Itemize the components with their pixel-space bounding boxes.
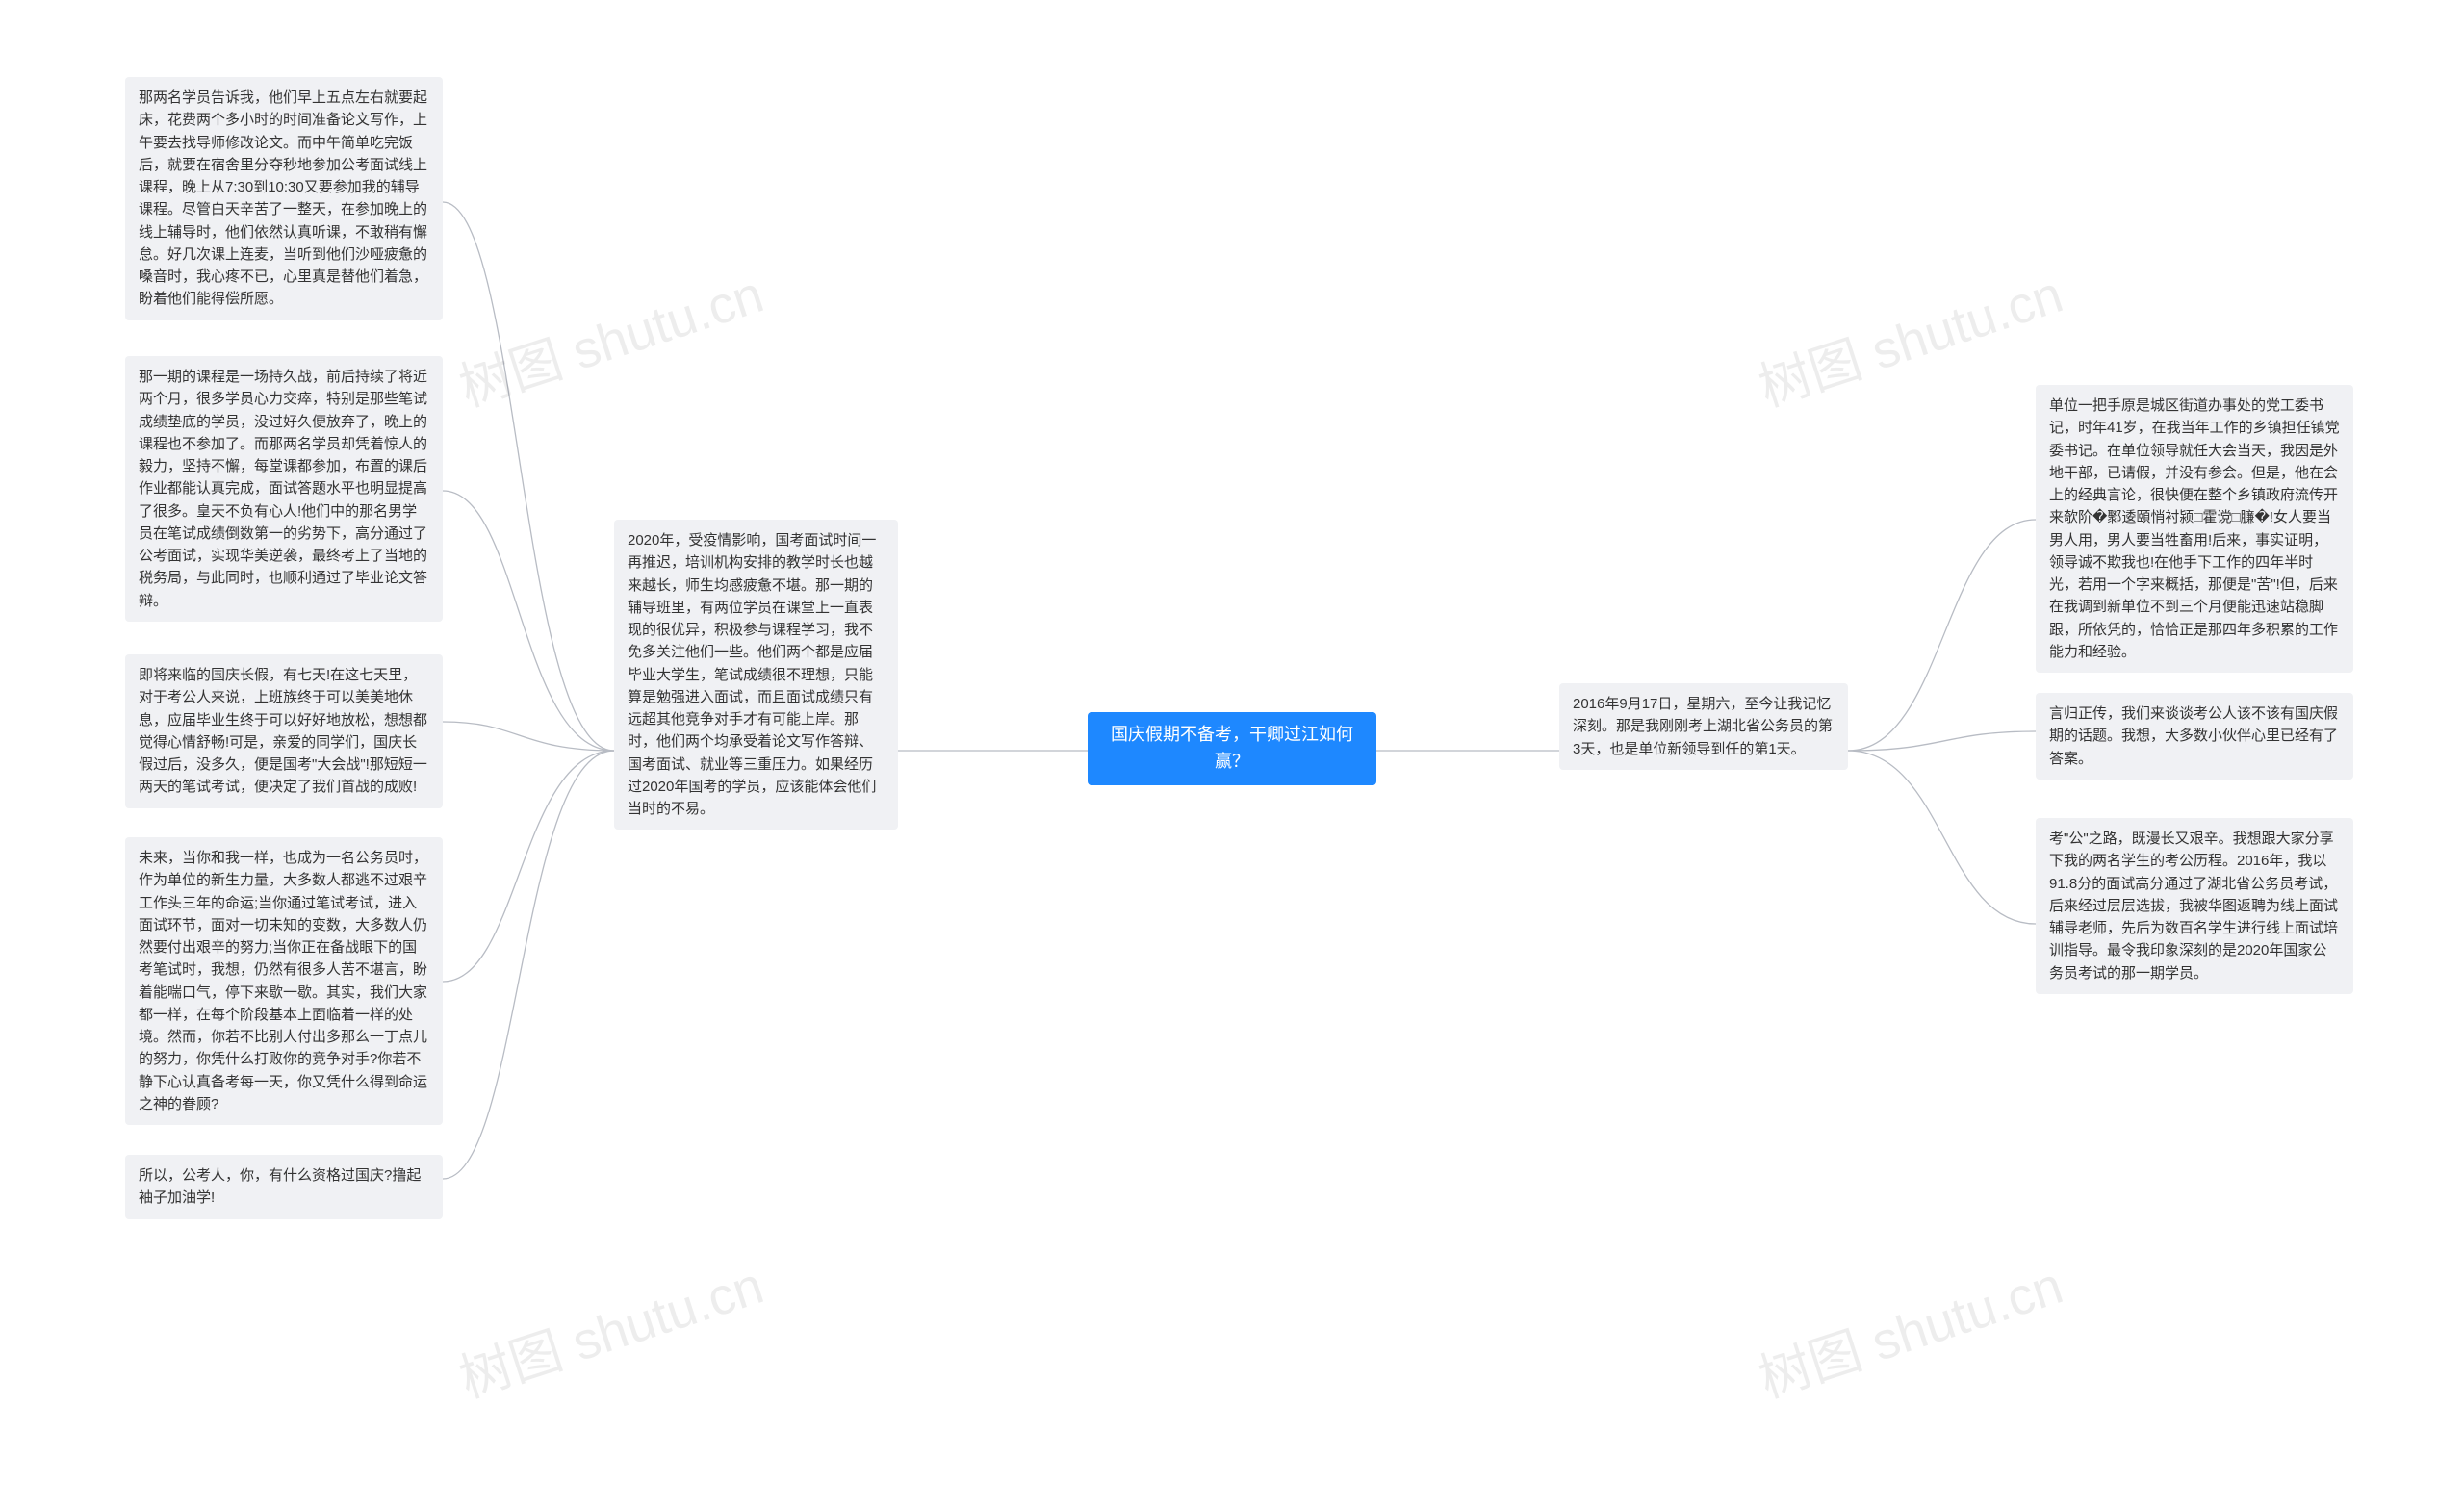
- edge-right-child-1: [1848, 731, 2036, 751]
- watermark-2: 树图 shutu.cn: [449, 1242, 772, 1412]
- edge-left-child-3: [443, 751, 614, 982]
- edge-left-child-0: [443, 202, 614, 751]
- edge-right-child-0: [1848, 520, 2036, 751]
- right-branch-node[interactable]: 2016年9月17日，星期六，至今让我记忆深刻。那是我刚刚考上湖北省公务员的第3…: [1559, 683, 1848, 770]
- watermark-3: 树图 shutu.cn: [1748, 1242, 2071, 1412]
- right-child-2[interactable]: 考"公"之路，既漫长又艰辛。我想跟大家分享下我的两名学生的考公历程。2016年，…: [2036, 818, 2353, 994]
- right-child-0[interactable]: 单位一把手原是城区街道办事处的党工委书记，时年41岁，在我当年工作的乡镇担任镇党…: [2036, 385, 2353, 673]
- edge-left-child-2: [443, 722, 614, 751]
- left-child-1[interactable]: 那一期的课程是一场持久战，前后持续了将近两个月，很多学员心力交瘁，特别是那些笔试…: [125, 356, 443, 622]
- watermark-0: 树图 shutu.cn: [449, 251, 772, 421]
- left-child-4[interactable]: 所以，公考人，你，有什么资格过国庆?撸起袖子加油学!: [125, 1155, 443, 1219]
- edge-left-child-1: [443, 491, 614, 751]
- left-child-3[interactable]: 未来，当你和我一样，也成为一名公务员时，作为单位的新生力量，大多数人都逃不过艰辛…: [125, 837, 443, 1125]
- edge-right-child-2: [1848, 751, 2036, 924]
- watermark-1: 树图 shutu.cn: [1748, 251, 2071, 421]
- center-node[interactable]: 国庆假期不备考，干卿过江如何赢？: [1088, 712, 1376, 785]
- left-child-0[interactable]: 那两名学员告诉我，他们早上五点左右就要起床，花费两个多小时的时间准备论文写作，上…: [125, 77, 443, 320]
- left-child-2[interactable]: 即将来临的国庆长假，有七天!在这七天里，对于考公人来说，上班族终于可以美美地休息…: [125, 654, 443, 808]
- left-branch-node[interactable]: 2020年，受疫情影响，国考面试时间一再推迟，培训机构安排的教学时长也越来越长，…: [614, 520, 898, 830]
- edge-left-child-4: [443, 751, 614, 1179]
- right-child-1[interactable]: 言归正传，我们来谈谈考公人该不该有国庆假期的话题。我想，大多数小伙伴心里已经有了…: [2036, 693, 2353, 780]
